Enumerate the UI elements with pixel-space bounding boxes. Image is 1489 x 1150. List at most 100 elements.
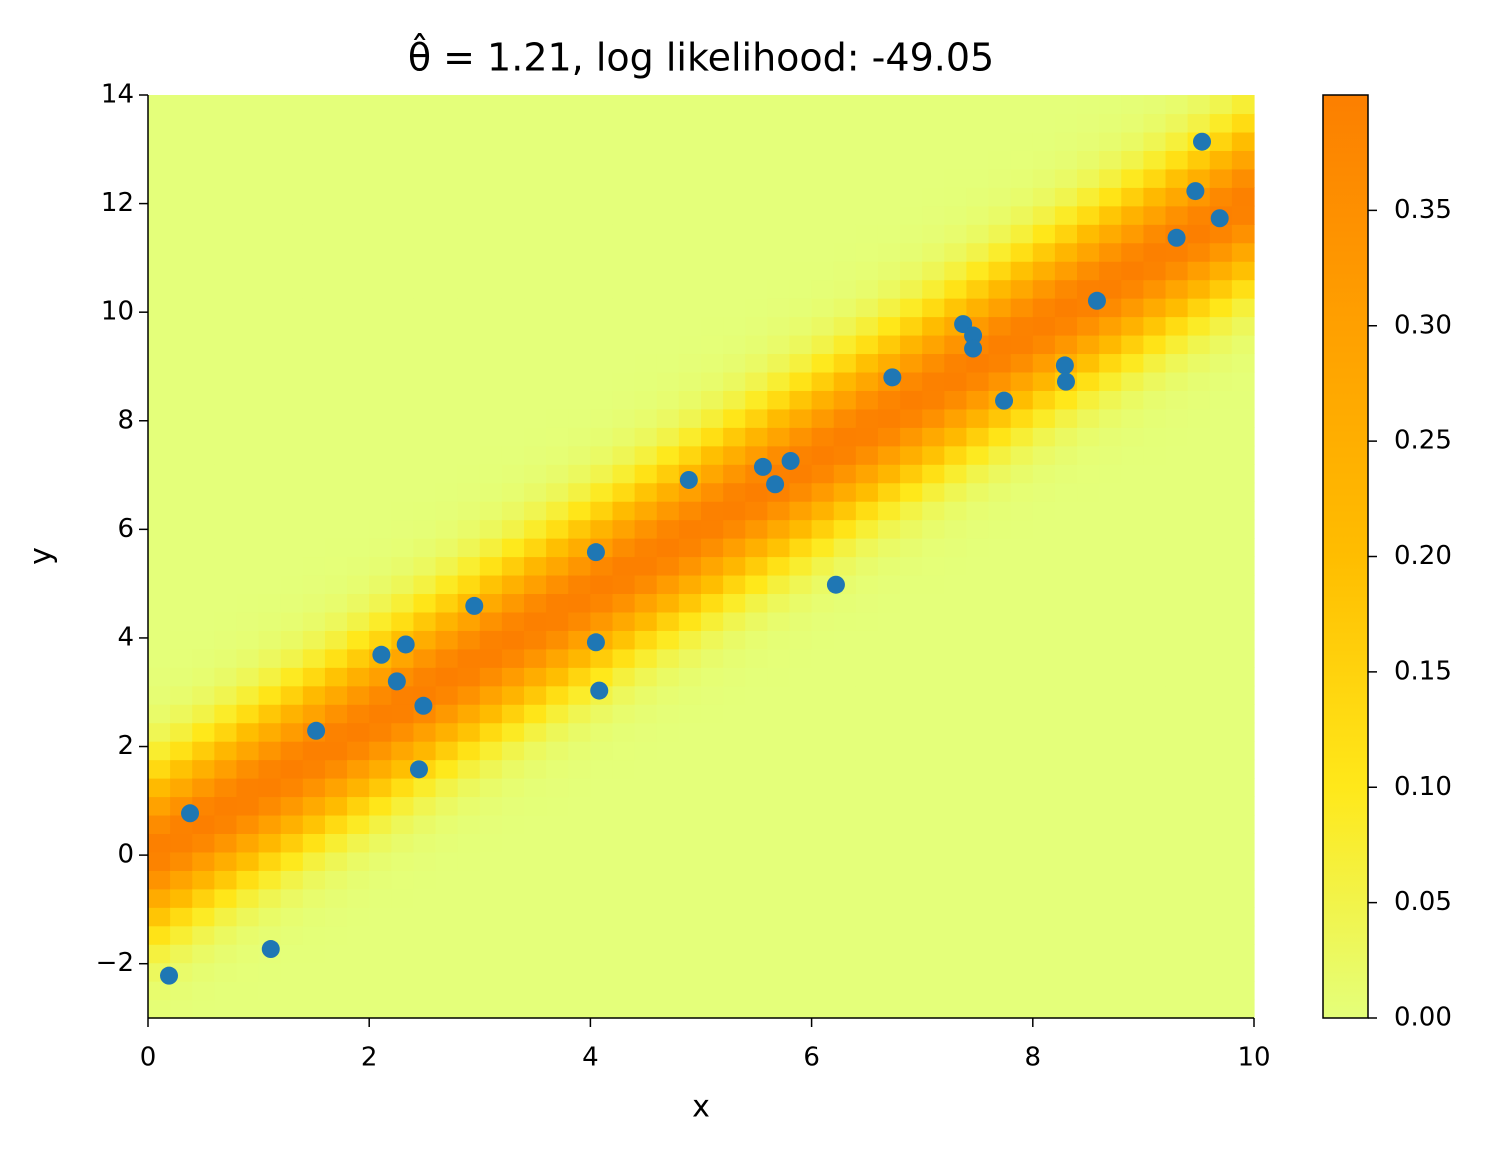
heat-cell xyxy=(435,648,459,668)
point xyxy=(590,681,609,700)
heat-cell xyxy=(280,907,304,927)
heat-cell xyxy=(457,445,481,465)
heat-cell xyxy=(877,390,901,410)
heat-cell xyxy=(170,95,193,115)
heat-cell xyxy=(1165,685,1189,705)
heat-cell xyxy=(723,814,746,834)
heat-cell xyxy=(435,685,459,705)
heat-cell xyxy=(214,390,238,410)
heat-cell xyxy=(634,390,658,410)
heat-cell xyxy=(413,833,437,853)
heat-cell xyxy=(1165,390,1189,410)
heat-cell xyxy=(391,482,415,502)
heat-cell xyxy=(302,611,326,631)
heat-cell xyxy=(678,574,702,595)
heat-cell xyxy=(944,353,968,373)
heat-cell xyxy=(501,334,525,355)
heat-cell xyxy=(391,778,415,798)
heat-cell xyxy=(678,962,702,982)
heat-cell xyxy=(1121,648,1144,668)
heat-cell xyxy=(833,445,857,465)
heat-cell xyxy=(723,611,746,631)
heat-cell xyxy=(369,390,392,410)
heat-cell xyxy=(391,999,415,1019)
heat-cell xyxy=(501,759,525,779)
heat-cell xyxy=(922,538,945,558)
heat-cell xyxy=(1099,851,1122,871)
heat-cell xyxy=(524,464,547,484)
heat-cell xyxy=(524,187,547,207)
heat-cell xyxy=(1187,390,1211,410)
point xyxy=(1055,356,1074,375)
heat-cell xyxy=(148,833,171,853)
heat-cell xyxy=(413,150,437,170)
heat-cell xyxy=(855,741,879,761)
heat-cell xyxy=(1209,962,1233,982)
heat-cell xyxy=(192,667,215,687)
heat-cell xyxy=(944,390,968,410)
heat-cell xyxy=(1231,759,1255,779)
heat-cell xyxy=(524,279,547,299)
heat-cell xyxy=(789,814,813,834)
heat-cell xyxy=(479,279,503,299)
heat-cell xyxy=(1054,722,1078,742)
heat-cell xyxy=(656,464,680,484)
heat-cell xyxy=(1165,205,1189,225)
heat-cell xyxy=(678,741,702,761)
heat-cell xyxy=(1143,113,1167,133)
heat-cell xyxy=(1054,390,1078,410)
heat-cell xyxy=(1099,704,1122,724)
heat-cell xyxy=(568,187,591,207)
heat-cell xyxy=(324,501,348,521)
heat-cell xyxy=(1010,445,1034,465)
heat-cell xyxy=(214,353,238,373)
heat-cell xyxy=(612,611,636,631)
heat-cell xyxy=(1231,611,1255,631)
heat-cell xyxy=(723,593,746,613)
heat-cell xyxy=(524,888,547,908)
heat-cell xyxy=(302,630,326,650)
heat-cell xyxy=(1010,796,1034,816)
heat-cell xyxy=(1010,704,1034,724)
heat-cell xyxy=(944,630,968,650)
heat-cell xyxy=(1077,593,1100,613)
heat-cell xyxy=(966,205,990,225)
heat-cell xyxy=(1032,298,1056,318)
heat-cell xyxy=(214,833,238,853)
heat-cell xyxy=(1231,168,1255,188)
heat-cell xyxy=(568,316,591,336)
heat-cell xyxy=(789,353,813,373)
heat-cell xyxy=(1099,224,1122,244)
heat-cell xyxy=(723,353,746,373)
heat-cell xyxy=(966,464,990,484)
heat-cell xyxy=(1165,187,1189,207)
heat-cell xyxy=(546,667,569,687)
heat-cell xyxy=(568,907,591,927)
heat-cell xyxy=(170,334,193,355)
colorbar-tick-label: 0.05 xyxy=(1394,887,1452,917)
heat-cell xyxy=(988,131,1012,151)
heat-cell xyxy=(546,445,569,465)
heat-cell xyxy=(1010,851,1034,871)
heat-cell xyxy=(1010,482,1034,502)
heat-cell xyxy=(656,851,680,871)
heat-cell xyxy=(590,944,614,964)
heat-cell xyxy=(324,445,348,465)
heat-cell xyxy=(678,796,702,816)
heat-cell xyxy=(369,187,392,207)
heat-cell xyxy=(1032,95,1056,115)
heat-cell xyxy=(723,168,746,188)
heat-cell xyxy=(1099,464,1122,484)
heat-cell xyxy=(501,704,525,724)
heat-cell xyxy=(1121,298,1144,318)
heat-cell xyxy=(280,814,304,834)
heat-cell xyxy=(391,574,415,595)
heat-cell xyxy=(789,334,813,355)
heat-cell xyxy=(656,704,680,724)
heat-cell xyxy=(413,870,437,890)
heat-cell xyxy=(1165,851,1189,871)
heat-cell xyxy=(192,168,215,188)
colorbar-tick-label: 0.35 xyxy=(1394,195,1452,225)
heat-cell xyxy=(678,519,702,539)
heat-cell xyxy=(568,778,591,798)
